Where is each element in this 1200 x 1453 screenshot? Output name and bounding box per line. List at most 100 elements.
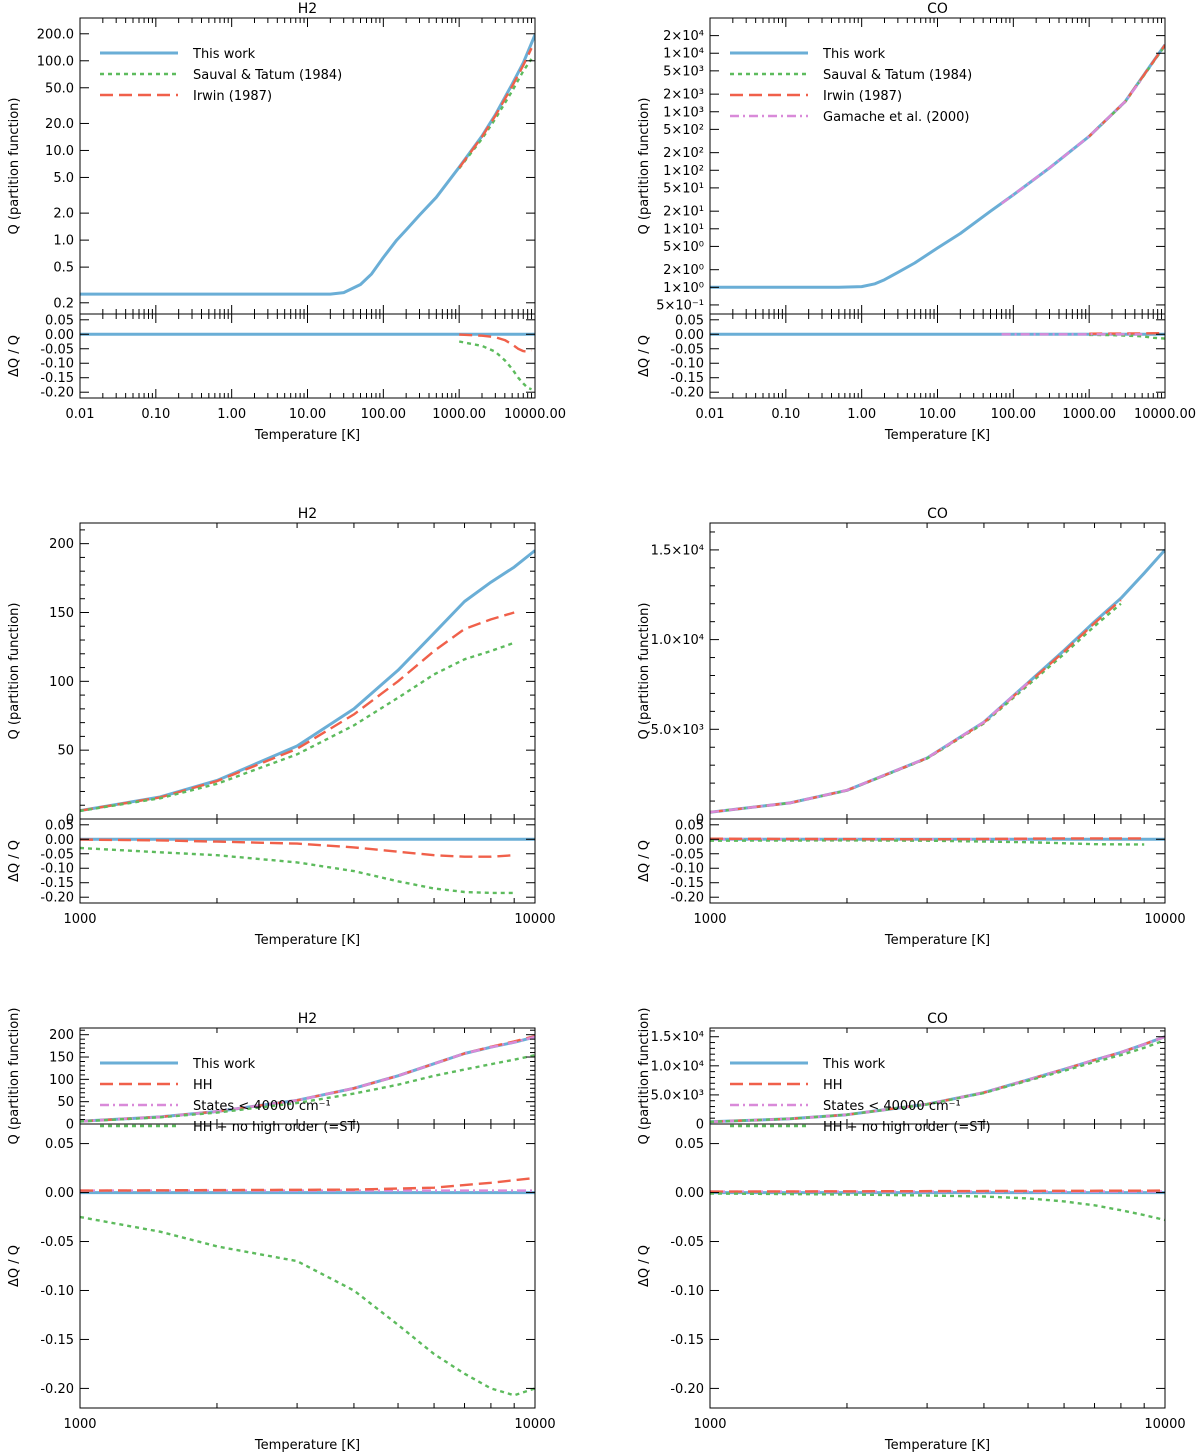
chart-title: CO [927, 506, 948, 522]
plot-area [80, 34, 535, 296]
y-tick-label: 100 [49, 1073, 74, 1088]
y-axis-label: Q (partition function) [7, 98, 22, 235]
y-tick-label: 1.5×10⁴ [651, 1030, 704, 1045]
legend-label: This work [192, 1057, 256, 1072]
residual-area [710, 837, 1165, 846]
residual-frame [79, 818, 536, 904]
resid-y-tick-label: -0.15 [40, 876, 74, 891]
residual-line [1089, 331, 1165, 335]
y-tick-label: 2×10² [663, 146, 704, 161]
legend-label: This work [192, 47, 256, 62]
series-line [80, 549, 535, 813]
residual-line [80, 1215, 535, 1397]
legend-label: States < 40000 cm⁻¹ [823, 1099, 961, 1114]
chart-panel-p3: H2 1000 10000 Temperature [K] 0 50 100 150 200 Q … [7, 506, 556, 948]
residual-area [710, 1189, 1165, 1222]
chart-title: CO [927, 1, 948, 17]
x-tick-label: 0.01 [66, 407, 95, 422]
residual-frame [79, 313, 536, 399]
residual-line [710, 837, 1145, 841]
resid-y-tick-label: -0.20 [40, 386, 74, 401]
series-line [710, 548, 1165, 814]
residual-area [80, 837, 535, 895]
y-tick-label: 2×10⁰ [663, 263, 704, 278]
resid-y-tick-label: -0.10 [670, 1284, 704, 1299]
y-tick-label: 1×10¹ [663, 222, 704, 237]
plot-area [710, 43, 1165, 289]
legend-label: States < 40000 cm⁻¹ [193, 1099, 331, 1114]
plot-area [80, 549, 535, 813]
x-tick-label: 10000 [1144, 1417, 1185, 1432]
legend-label: HH + no high order (=ST) [193, 1120, 361, 1135]
resid-y-tick-label: -0.15 [670, 1333, 704, 1348]
x-tick-label: 100.00 [991, 407, 1037, 422]
residual-area [710, 331, 1165, 340]
y-tick-label: 0 [66, 1118, 74, 1133]
x-tick-label: 0.10 [141, 407, 170, 422]
series-line [710, 599, 1122, 814]
resid-y-tick-label: 0.00 [675, 328, 704, 343]
resid-y-tick-label: 0.05 [675, 818, 704, 833]
legend-label: HH [193, 1078, 213, 1093]
x-tick-label: 1000 [693, 912, 726, 927]
resid-y-tick-label: -0.10 [40, 862, 74, 877]
series-line [80, 611, 515, 812]
chart-title: H2 [298, 1011, 317, 1027]
x-axis-label: Temperature [K] [254, 1438, 360, 1453]
legend-label: Irwin (1987) [193, 89, 272, 104]
y-tick-label: 1×10⁴ [663, 47, 704, 62]
y-tick-label: 5×10⁰ [663, 240, 704, 255]
x-axis-label: Temperature [K] [884, 428, 990, 443]
y-tick-label: 1.5×10⁴ [651, 543, 704, 558]
chart-title: H2 [298, 1, 317, 17]
residual-line [80, 838, 515, 858]
y-tick-label: 2.0 [53, 207, 74, 222]
y-tick-label: 1×10³ [663, 105, 704, 120]
resid-y-tick-label: 0.00 [45, 1186, 74, 1201]
y-tick-label: 5.0×10³ [651, 723, 704, 738]
resid-y-tick-label: -0.05 [40, 847, 74, 862]
y-tick-label: 50 [57, 744, 74, 759]
residual-line [80, 846, 515, 895]
series-line [80, 1035, 535, 1123]
chart-panel-p5: H2 1000 10000 Temperature [K] 0 50 100 150 200 Q … [7, 1008, 556, 1453]
resid-y-tick-label: -0.20 [670, 1382, 704, 1397]
x-tick-label: 10000 [1144, 912, 1185, 927]
series-line [710, 1035, 1165, 1123]
resid-y-tick-label: -0.20 [670, 891, 704, 906]
y-tick-label: 5.0 [53, 171, 74, 186]
chart-panel-p1: H2 0.01 0.10 1.00 10.00 100.00 1000.00 10000.00… [7, 1, 566, 443]
y-tick-label: 2×10¹ [663, 205, 704, 220]
series-line [80, 1054, 535, 1123]
residual-frame [79, 1123, 536, 1409]
resid-y-tick-label: -0.20 [670, 386, 704, 401]
y-tick-label: 1×10⁰ [663, 281, 704, 296]
y-tick-label: 100 [49, 675, 74, 690]
resid-y-tick-label: 0.00 [45, 833, 74, 848]
x-tick-label: 100.00 [361, 407, 407, 422]
resid-y-axis-label: ΔQ / Q [637, 840, 652, 882]
chart-panel-p4: CO 1000 10000 Temperature [K] 0 5.0×10³ 1.0×10… [637, 506, 1186, 948]
y-axis-label: Q (partition function) [637, 1008, 652, 1145]
y-tick-label: 200 [49, 537, 74, 552]
x-tick-label: 1000 [63, 912, 96, 927]
residual-area [80, 332, 535, 391]
x-tick-label: 10000 [514, 912, 555, 927]
x-tick-label: 10000 [514, 1417, 555, 1432]
legend-label: Sauval & Tatum (1984) [823, 68, 972, 83]
resid-y-tick-label: -0.05 [670, 1235, 704, 1250]
series-line [710, 1039, 1165, 1123]
legend-label: Irwin (1987) [823, 89, 902, 104]
legend-label: This work [822, 47, 886, 62]
legend-label: This work [822, 1057, 886, 1072]
y-tick-label: 200.0 [37, 27, 74, 42]
resid-y-tick-label: -0.15 [670, 371, 704, 386]
chart-title: CO [927, 1011, 948, 1027]
y-tick-label: 150 [49, 1051, 74, 1066]
resid-y-axis-label: ΔQ / Q [7, 335, 22, 377]
y-tick-label: 200 [49, 1028, 74, 1043]
x-axis-label: Temperature [K] [884, 1438, 990, 1453]
resid-y-tick-label: -0.15 [40, 371, 74, 386]
y-tick-label: 150 [49, 606, 74, 621]
